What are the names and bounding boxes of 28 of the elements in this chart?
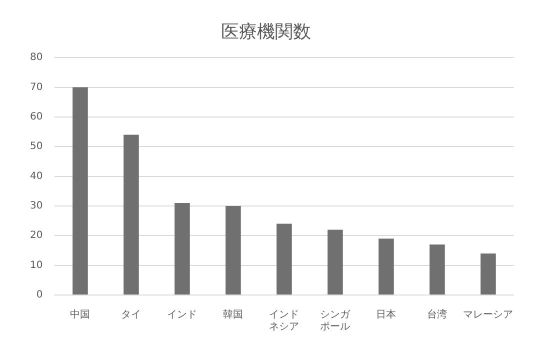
x-tick-label: 台湾 — [427, 308, 448, 321]
x-tick-label: シンガポール — [320, 310, 352, 333]
y-tick-label: 40 — [30, 170, 43, 182]
x-tick-label: タイ — [121, 310, 142, 321]
x-tick-label: 韓国 — [223, 308, 244, 321]
x-tick-label: マレーシア — [463, 310, 514, 321]
bar — [174, 203, 190, 294]
bar — [226, 206, 241, 294]
bar — [378, 238, 394, 294]
bar — [276, 224, 292, 294]
y-tick-label: 10 — [30, 260, 43, 271]
y-tick-label: 0 — [36, 290, 43, 301]
y-tick-label: 50 — [30, 141, 43, 152]
y-tick-label: 30 — [30, 200, 43, 212]
bar — [72, 87, 88, 294]
x-tick-label: 中国 — [70, 308, 90, 321]
x-tick-label: インド — [167, 310, 198, 321]
bar — [328, 230, 343, 294]
bar — [480, 253, 496, 294]
x-tick-label: 日本 — [376, 308, 396, 321]
y-tick-label: 70 — [30, 82, 43, 93]
bar — [430, 244, 445, 294]
x-tick-label: インドネシア — [269, 310, 300, 333]
y-tick-label: 80 — [30, 52, 43, 64]
y-tick-label: 20 — [30, 230, 43, 242]
bar — [124, 134, 139, 294]
y-tick-label: 60 — [30, 112, 43, 123]
chart-title: 医療機関数 — [221, 21, 311, 42]
